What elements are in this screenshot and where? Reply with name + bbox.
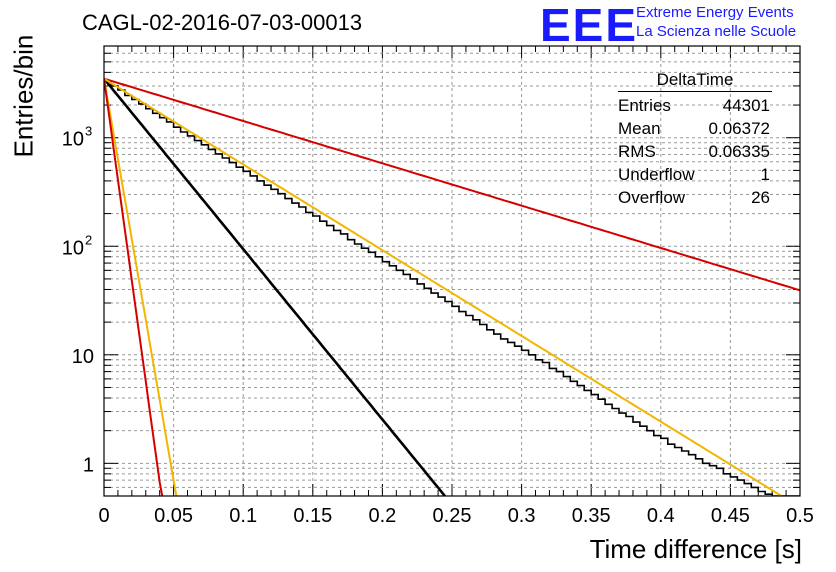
x-tick-label: 0.1	[229, 505, 257, 527]
fit-line	[104, 78, 164, 496]
histogram-series	[104, 80, 800, 496]
y-axis-label: Entries/bin	[8, 34, 39, 158]
x-tick-label: 0.5	[786, 505, 814, 527]
stats-value: 26	[751, 188, 770, 207]
x-axis-label: Time difference [s]	[589, 534, 802, 564]
plot-frame	[103, 45, 801, 497]
stats-row-underflow: Underflow 1	[612, 163, 778, 186]
y-tick-label: 1	[83, 454, 94, 476]
stats-row-rms: RMS 0.06335	[612, 140, 778, 163]
brand-line-2: La Scienza nelle Scuole	[636, 23, 797, 40]
x-tick-label: 0.35	[572, 505, 611, 527]
stats-value: 1	[760, 165, 770, 184]
x-tick-label: 0.15	[293, 505, 332, 527]
x-tick-label: 0.05	[154, 505, 193, 527]
y-tick-exponent: 3	[85, 124, 92, 139]
y-tick-label: 10	[72, 346, 94, 368]
x-tick-label: 0.4	[647, 505, 675, 527]
stats-header: DeltaTime	[618, 70, 772, 92]
fit-line	[104, 77, 784, 496]
stats-row-mean: Mean 0.06372	[612, 117, 778, 140]
stats-value: 0.06372	[708, 119, 770, 138]
stats-label: RMS	[618, 142, 656, 161]
fit-line	[104, 77, 447, 496]
stats-value: 44301	[722, 96, 770, 115]
stats-label: Overflow	[618, 188, 686, 207]
stats-value: 0.06335	[708, 142, 770, 161]
eee-logo: EEE	[540, 0, 639, 51]
x-tick-label: 0.2	[368, 505, 396, 527]
stats-box: DeltaTime Entries 44301 Mean 0.06372 RMS…	[612, 70, 778, 209]
stats-label: Underflow	[618, 165, 695, 184]
y-tick-label: 10	[62, 237, 84, 259]
x-tick-label: 0.3	[508, 505, 536, 527]
x-tick-label: 0	[98, 505, 109, 527]
stats-label: Mean	[618, 119, 661, 138]
stats-label: Entries	[618, 96, 671, 115]
brand-line-1: Extreme Energy Events	[636, 4, 794, 21]
stats-row-overflow: Overflow 26	[612, 186, 778, 209]
fit-line	[104, 78, 178, 496]
fit-line	[104, 77, 800, 292]
chart-title: CAGL-02-2016-07-03-00013	[82, 10, 363, 35]
y-tick-exponent: 2	[85, 232, 92, 247]
x-tick-label: 0.25	[433, 505, 472, 527]
y-tick-label: 10	[62, 129, 84, 151]
stats-row-entries: Entries 44301	[612, 94, 778, 117]
x-tick-label: 0.45	[711, 505, 750, 527]
